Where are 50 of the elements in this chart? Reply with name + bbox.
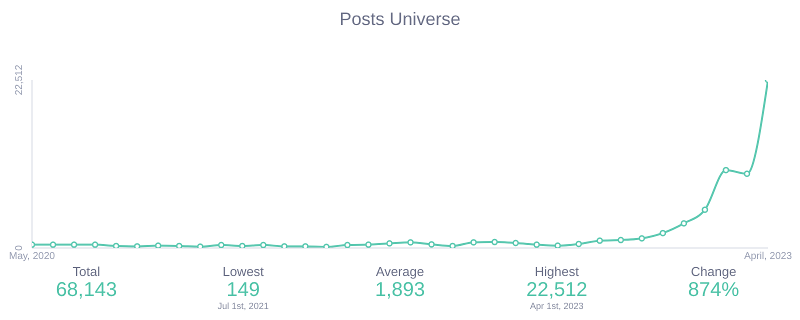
text: Apr 1st, 2023 [530, 301, 584, 311]
line-series [32, 80, 768, 248]
point [50, 241, 56, 248]
text: 68,143 [56, 279, 117, 301]
category-label: Change [690, 264, 738, 279]
chart-title: Posts Universe [338, 8, 462, 31]
y-tick-label: 0 [14, 244, 25, 251]
point [281, 243, 288, 248]
point [154, 242, 162, 248]
text: 874% [688, 279, 740, 301]
point [533, 241, 540, 248]
point [428, 241, 435, 248]
point [596, 237, 604, 244]
point [491, 238, 498, 246]
point [702, 206, 708, 213]
x-tick-label: May, 2020 [9, 251, 56, 262]
point [302, 243, 309, 248]
text: 149 [226, 279, 260, 301]
point [218, 242, 225, 248]
point [112, 242, 120, 248]
category-label: Highest [534, 264, 580, 279]
point [512, 240, 519, 246]
text: Jul 1st, 2021 [218, 301, 269, 311]
text: 1,893 [374, 279, 426, 301]
point [176, 242, 182, 248]
point [618, 236, 624, 244]
point [344, 242, 351, 248]
point [680, 220, 688, 227]
point [470, 239, 477, 246]
point [239, 242, 246, 248]
point [260, 242, 267, 248]
point [386, 240, 393, 247]
point [449, 242, 456, 248]
point [365, 241, 372, 248]
point [196, 243, 204, 248]
point [575, 240, 582, 248]
category-label: Average [374, 264, 426, 279]
point [660, 230, 666, 236]
point [92, 241, 98, 248]
text: 22,512 [526, 279, 588, 301]
point [70, 241, 78, 248]
point [638, 235, 646, 242]
point [134, 243, 140, 248]
category-label: Total [72, 264, 102, 279]
point [722, 166, 730, 174]
point [554, 242, 561, 248]
x-tick-label: April, 2023 [744, 251, 792, 262]
point [744, 170, 750, 177]
category-label: Lowest [222, 264, 265, 279]
point [407, 239, 414, 246]
